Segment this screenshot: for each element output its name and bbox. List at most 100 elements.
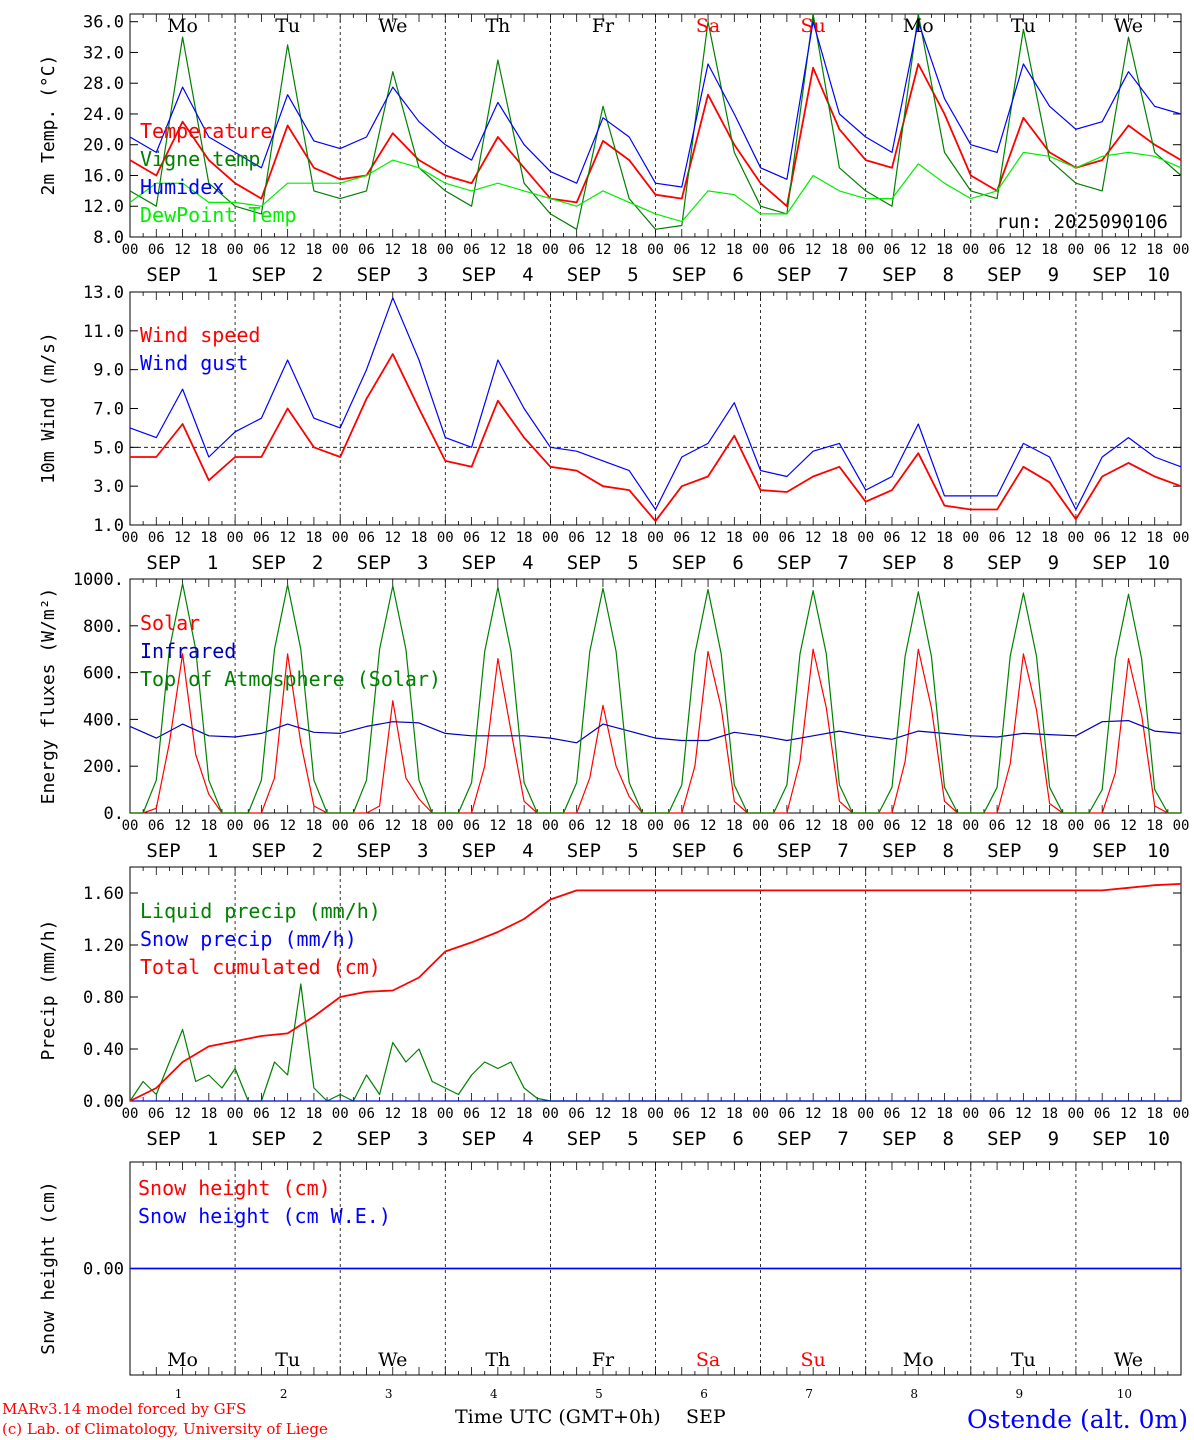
hour-label: 12 [174,818,191,834]
day-number-label: 1 [207,552,218,574]
y-tick-label: 24.0 [83,105,124,125]
month-label: SEP [777,1128,811,1150]
y-axis-title: 10m Wind (m/s) [38,332,59,484]
hour-label: 06 [568,818,585,834]
month-label: SEP [567,1128,601,1150]
hour-label: 00 [437,242,454,258]
hour-label: 00 [752,1106,769,1122]
x-axis-title: Time UTC (GMT+0h) [455,1406,661,1428]
month-label: SEP [1092,264,1126,286]
y-tick-label: 1000. [73,570,124,590]
month-label: SEP [672,552,706,574]
day-number-bottom: 5 [595,1387,603,1401]
y-tick-label: 32.0 [83,43,124,63]
hour-label: 18 [1146,1106,1163,1122]
y-tick-label: 28.0 [83,74,124,94]
month-label: SEP [146,840,180,862]
y-tick-label: 1.60 [83,884,124,904]
hour-label: 12 [700,242,717,258]
hour-label: 00 [542,242,559,258]
y-tick-label: 20.0 [83,136,124,156]
hour-label: 12 [489,530,506,546]
hour-label: 18 [516,530,533,546]
hour-label: 00 [962,530,979,546]
hour-label: 00 [1067,242,1084,258]
legend-entry: Vigne temp [140,147,260,171]
hour-label: 18 [200,242,217,258]
day-number-label: 7 [837,552,848,574]
panel-radiation: 0. 200. 400. 600. 800. 1000. Energy fluxes (W/… [38,570,1189,862]
hour-label: 18 [1041,530,1058,546]
hour-label: 12 [279,530,296,546]
hour-label: 00 [542,1106,559,1122]
day-number-label: 1 [207,840,218,862]
hour-label: 12 [174,1106,191,1122]
hour-label: 18 [200,818,217,834]
weekday-label-top: Sa [696,15,720,37]
hour-label: 18 [305,530,322,546]
hour-label: 18 [200,530,217,546]
hour-label: 00 [437,530,454,546]
legend-entry: Snow precip (mm/h) [140,927,357,951]
hour-label: 12 [595,1106,612,1122]
y-tick-label: 1.0 [93,516,124,536]
month-label: SEP [1092,840,1126,862]
hour-label: 00 [752,242,769,258]
hour-label: 06 [463,242,480,258]
day-number-label: 10 [1147,840,1170,862]
hour-label: 12 [805,1106,822,1122]
hour-label: 00 [857,530,874,546]
month-label: SEP [1092,552,1126,574]
month-label: SEP [146,1128,180,1150]
hour-label: 18 [1146,530,1163,546]
panel-temperature: 8.0 12.0 16.0 20.0 24.0 28.0 32.0 36.0 2m Temp. … [38,13,1189,286]
hour-label: 06 [989,242,1006,258]
weekday-label-top: Mo [167,15,198,37]
month-label: SEP [777,264,811,286]
day-number-label: 6 [732,840,743,862]
run-label: run: 2025090106 [996,211,1168,233]
day-number-bottom: 4 [490,1387,498,1401]
panel-snow: 0.00 Snow height (cm) Snow height (cm) Snow… [38,1161,1182,1376]
hour-label-end: 00 [1173,818,1190,834]
hour-label: 00 [1067,818,1084,834]
hour-label: 06 [884,818,901,834]
hour-label: 18 [621,1106,638,1122]
day-number-label: 8 [943,552,954,574]
hour-label: 18 [1146,242,1163,258]
series-line-2 [130,583,1181,814]
day-number-label: 6 [732,1128,743,1150]
hour-label: 06 [568,530,585,546]
day-number-label: 7 [837,840,848,862]
legend-entry: Snow height (cm) [138,1176,331,1200]
day-number-bottom: 6 [700,1387,708,1401]
hour-label: 06 [358,818,375,834]
legend-entry: Humidex [140,175,224,199]
legend-entry: Top of Atmosphere (Solar) [140,667,441,691]
hour-label: 12 [489,1106,506,1122]
hour-label-end: 00 [1173,530,1190,546]
day-number-bottom: 7 [805,1387,813,1401]
hour-label: 18 [621,530,638,546]
day-number-label: 10 [1147,1128,1170,1150]
month-label: SEP [251,1128,285,1150]
y-tick-label: 0.00 [83,1092,124,1112]
hour-label: 12 [805,818,822,834]
meteogram-content: 8.0 12.0 16.0 20.0 24.0 28.0 32.0 36.0 2m Temp. … [2,13,1189,1438]
hour-label: 18 [1146,818,1163,834]
hour-label: 06 [778,818,795,834]
legend-entry: Wind gust [140,351,248,375]
day-number-label: 5 [627,1128,638,1150]
hour-label: 00 [332,1106,349,1122]
day-number-label: 5 [627,552,638,574]
hour-label: 00 [437,1106,454,1122]
panel-precipitation: 0.00 0.40 0.80 1.20 1.60 Precip (mm/h) Liquid … [38,866,1189,1150]
day-number-label: 2 [312,1128,323,1150]
hour-label: 18 [1041,818,1058,834]
hour-label: 18 [411,818,428,834]
hour-label: 12 [1015,530,1032,546]
hour-label: 00 [857,1106,874,1122]
month-label: SEP [357,264,391,286]
y-tick-label: 9.0 [93,361,124,381]
day-number-label: 10 [1147,552,1170,574]
